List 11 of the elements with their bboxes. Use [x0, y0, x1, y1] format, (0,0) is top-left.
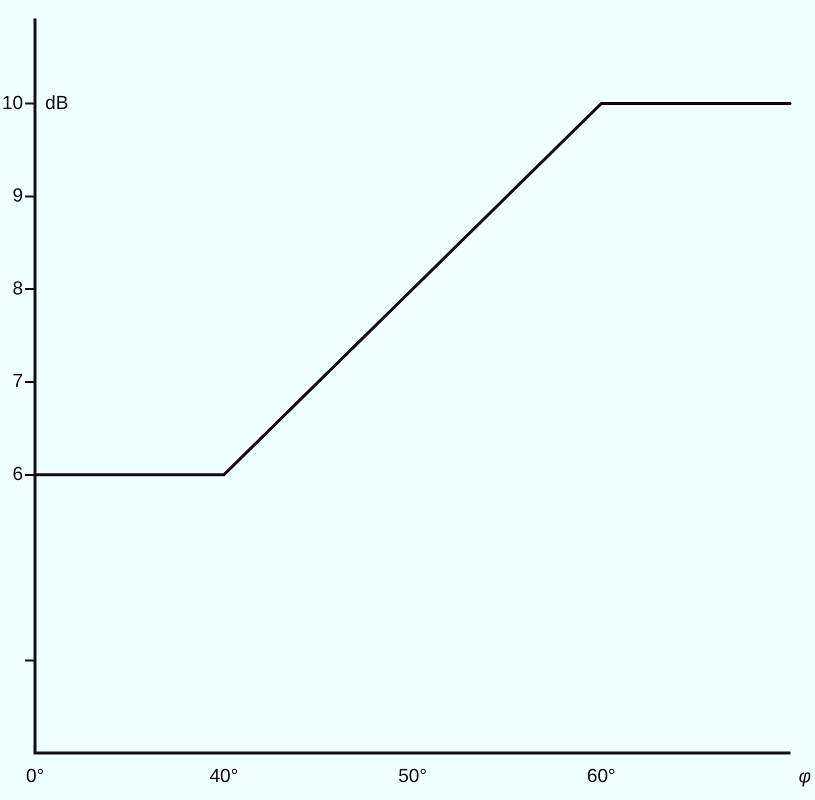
- x-tick-label: 40°: [209, 766, 238, 787]
- y-tick-label: 7: [12, 371, 24, 392]
- x-axis-title: φ: [798, 766, 811, 788]
- y-axis-title: dB: [45, 92, 68, 114]
- y-tick-label: 6: [12, 464, 24, 486]
- x-tick-label: 50°: [398, 766, 427, 787]
- x-tick-label: 0°: [26, 766, 44, 787]
- y-tick-label: 8: [12, 278, 24, 300]
- y-tick-label: 10: [2, 92, 24, 114]
- x-tick-label: 60°: [586, 766, 616, 787]
- y-tick-label: 9: [12, 186, 24, 207]
